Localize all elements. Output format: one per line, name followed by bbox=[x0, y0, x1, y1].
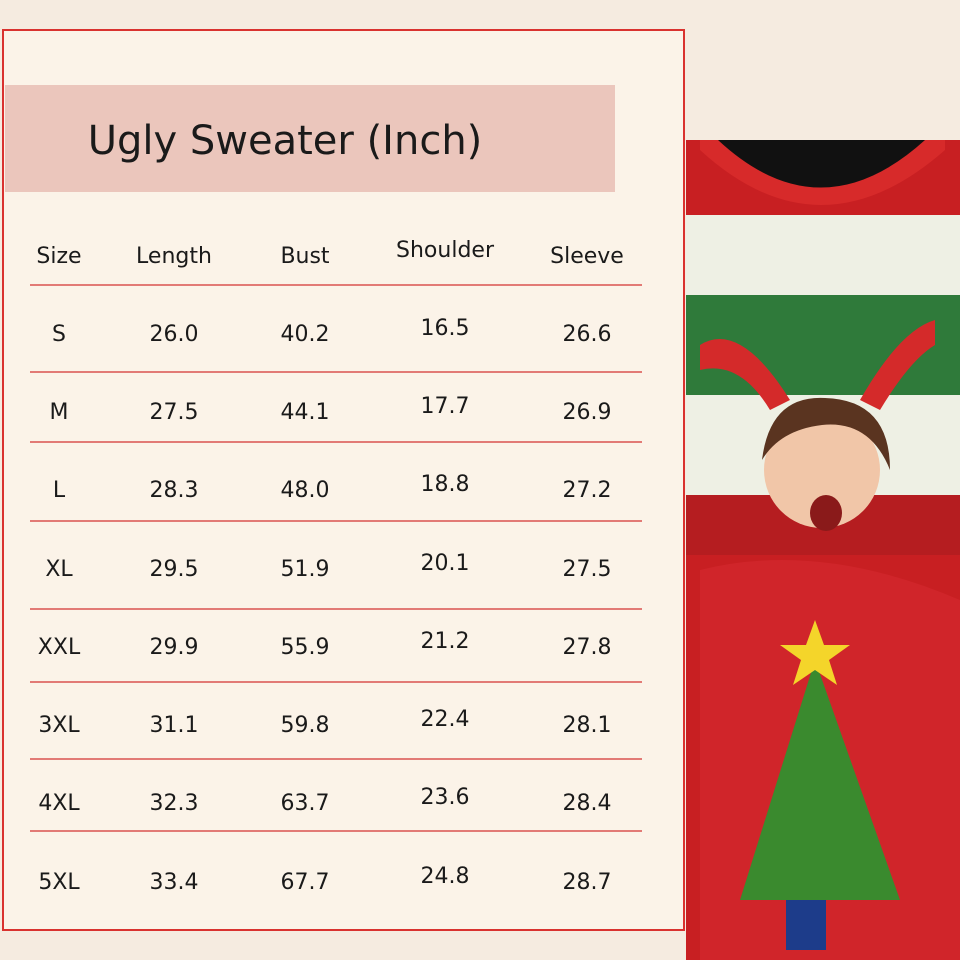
table-cell: 20.1 bbox=[421, 551, 470, 576]
table-cell: 29.5 bbox=[150, 557, 199, 582]
table-cell: S bbox=[52, 322, 66, 347]
column-header: Shoulder bbox=[396, 238, 495, 263]
column-header: Sleeve bbox=[550, 244, 624, 269]
title-band bbox=[5, 85, 615, 192]
table: Size Length Bust Shoulder Sleeve S 26.0 40.2 16.… bbox=[30, 238, 642, 895]
table-cell: 26.6 bbox=[563, 322, 612, 347]
table-cell: 31.1 bbox=[150, 713, 199, 738]
table-cell: 5XL bbox=[38, 870, 80, 895]
table-cell: 22.4 bbox=[421, 707, 470, 732]
table-cell: 16.5 bbox=[421, 316, 470, 341]
table-cell: 26.9 bbox=[563, 400, 612, 425]
sweater-photo bbox=[686, 140, 960, 960]
table-cell: 17.7 bbox=[421, 394, 470, 419]
table-cell: 32.3 bbox=[150, 791, 199, 816]
column-header: Size bbox=[36, 244, 81, 269]
table-cell: 18.8 bbox=[421, 472, 470, 497]
table-cell: 63.7 bbox=[281, 791, 330, 816]
table-cell: 21.2 bbox=[421, 629, 470, 654]
column-header: Length bbox=[136, 244, 212, 269]
table-cell: 28.1 bbox=[563, 713, 612, 738]
table-cell: 40.2 bbox=[281, 322, 330, 347]
table-cell: 27.2 bbox=[563, 478, 612, 503]
table-cell: 28.3 bbox=[150, 478, 199, 503]
column-header: Bust bbox=[280, 244, 329, 269]
table-cell: 27.5 bbox=[150, 400, 199, 425]
table-cell: 33.4 bbox=[150, 870, 199, 895]
table-cell: 44.1 bbox=[281, 400, 330, 425]
table-cell: 23.6 bbox=[421, 785, 470, 810]
table-cell: M bbox=[50, 400, 69, 425]
table-cell: 27.5 bbox=[563, 557, 612, 582]
title: Ugly Sweater (Inch) bbox=[88, 118, 483, 164]
table-cell: 3XL bbox=[38, 713, 80, 738]
table-cell: 27.8 bbox=[563, 635, 612, 660]
table-cell: XXL bbox=[38, 635, 81, 660]
table-cell: 4XL bbox=[38, 791, 80, 816]
table-cell: 48.0 bbox=[281, 478, 330, 503]
table-cell: 26.0 bbox=[150, 322, 199, 347]
table-cell: 59.8 bbox=[281, 713, 330, 738]
table-cell: 28.7 bbox=[563, 870, 612, 895]
table-cell: XL bbox=[45, 557, 73, 582]
table-cell: 55.9 bbox=[281, 635, 330, 660]
table-cell: 67.7 bbox=[281, 870, 330, 895]
table-cell: 28.4 bbox=[563, 791, 612, 816]
table-cell: 24.8 bbox=[421, 864, 470, 889]
table-cell: 29.9 bbox=[150, 635, 199, 660]
table-cell: L bbox=[53, 478, 66, 503]
table-cell: 51.9 bbox=[281, 557, 330, 582]
